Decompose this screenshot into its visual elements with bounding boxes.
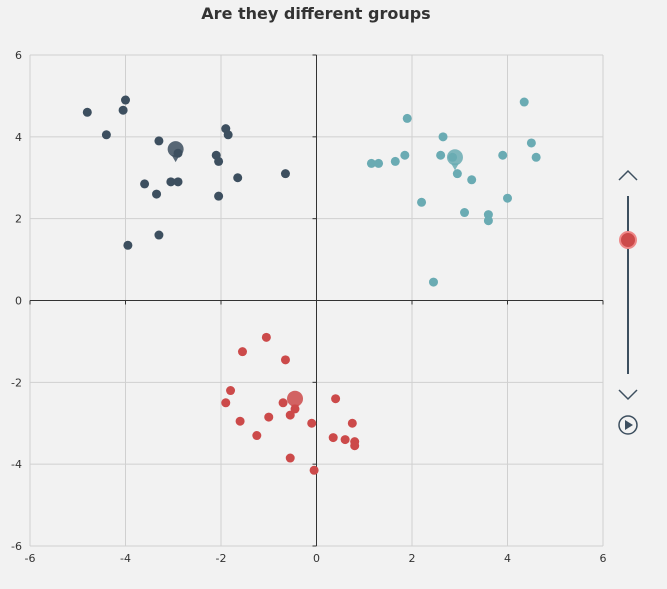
data-point — [154, 136, 164, 146]
data-point — [328, 433, 338, 443]
data-point — [519, 97, 529, 107]
data-point — [347, 418, 357, 428]
y-tick-label: 6 — [15, 49, 22, 62]
data-point — [460, 208, 470, 218]
data-point — [154, 230, 164, 240]
data-point — [223, 130, 233, 140]
centroid-marker — [287, 390, 304, 407]
play-icon[interactable] — [618, 415, 638, 435]
data-point — [118, 105, 128, 115]
data-point — [123, 240, 133, 250]
data-point — [390, 156, 400, 166]
data-point — [166, 177, 176, 187]
data-point — [340, 435, 350, 445]
y-tick-label: 2 — [15, 213, 22, 226]
centroid-marker — [446, 149, 463, 166]
data-point — [121, 95, 130, 105]
data-point — [285, 410, 295, 420]
data-point — [417, 197, 427, 207]
data-point — [214, 191, 224, 201]
data-point — [309, 465, 319, 475]
x-tick-label: 6 — [600, 552, 607, 565]
x-tick-label: -4 — [120, 552, 131, 565]
data-point — [261, 332, 271, 342]
y-tick-label: 4 — [15, 131, 22, 144]
data-point — [173, 177, 183, 187]
data-point — [400, 150, 410, 160]
time-slider[interactable] — [618, 169, 638, 435]
data-point — [366, 158, 376, 168]
data-point — [233, 173, 243, 183]
points-layer — [82, 95, 541, 475]
data-point — [402, 113, 412, 123]
x-tick-label: -2 — [216, 552, 227, 565]
data-point — [235, 416, 245, 426]
centroid-pointer — [450, 163, 459, 171]
y-tick-label: -4 — [11, 458, 22, 471]
data-point — [152, 189, 162, 199]
data-point — [237, 347, 247, 357]
y-tick-label: -6 — [11, 540, 22, 553]
y-tick-label: -2 — [11, 376, 22, 389]
data-point — [374, 158, 384, 168]
x-tick-label: 4 — [504, 552, 511, 565]
x-tick-label: 0 — [313, 552, 320, 565]
data-point — [526, 138, 536, 148]
y-tick-label: 0 — [15, 295, 22, 308]
data-point — [285, 453, 295, 463]
play-button[interactable] — [618, 415, 638, 435]
data-point — [436, 150, 446, 160]
axis-layer — [29, 54, 604, 547]
x-tick-label: -6 — [25, 552, 36, 565]
play-triangle — [625, 420, 633, 430]
chevron-down-icon[interactable] — [618, 389, 638, 401]
data-point — [278, 398, 288, 408]
x-tick-label: 2 — [409, 552, 416, 565]
data-point — [331, 394, 341, 404]
centroid-marker — [167, 141, 184, 158]
data-point — [503, 193, 512, 203]
data-point — [483, 216, 493, 226]
data-point — [428, 277, 438, 287]
data-point — [350, 441, 360, 451]
data-point — [531, 152, 541, 162]
data-point — [307, 418, 317, 428]
chevron-up-icon[interactable] — [618, 169, 638, 181]
data-point — [280, 169, 290, 179]
data-point — [140, 179, 150, 189]
centroid-pointer — [291, 404, 300, 412]
data-point — [438, 132, 448, 142]
tick-labels: -6 -4 -2 0 2 4 6 -6 -4 -2 0 2 4 6 — [11, 49, 606, 565]
slider-handle[interactable] — [619, 231, 637, 249]
data-point — [264, 412, 274, 422]
data-point — [252, 431, 262, 441]
data-point — [82, 107, 92, 117]
data-point — [226, 386, 236, 396]
data-point — [221, 398, 231, 408]
data-point — [467, 175, 477, 185]
data-point — [452, 169, 462, 179]
data-point — [101, 130, 111, 140]
chart-title: Are they different groups — [201, 4, 431, 23]
data-point — [214, 156, 224, 166]
data-point — [280, 355, 290, 365]
centroid-pointer — [171, 155, 180, 163]
data-point — [498, 150, 508, 160]
